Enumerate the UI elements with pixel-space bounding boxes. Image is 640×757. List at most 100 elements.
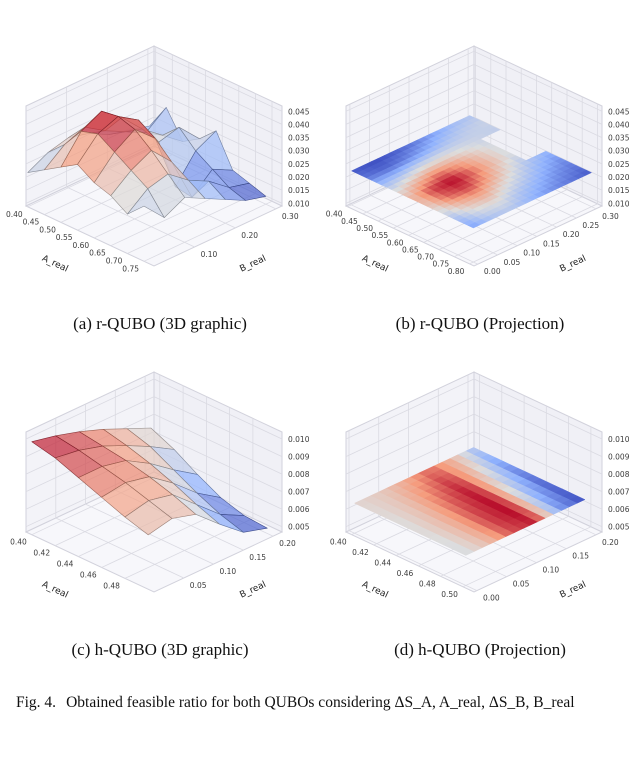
svg-text:0.44: 0.44 <box>57 560 74 569</box>
y-axis-label: B_real <box>238 580 267 601</box>
svg-text:0.20: 0.20 <box>279 539 296 548</box>
figure-caption-label: Fig. 4. <box>16 694 57 711</box>
svg-text:0.20: 0.20 <box>241 231 258 240</box>
figure-caption: Fig. 4. Obtained feasible ratio for both … <box>16 694 630 712</box>
svg-text:0.42: 0.42 <box>352 548 369 557</box>
svg-text:0.50: 0.50 <box>39 225 56 234</box>
svg-text:0.030: 0.030 <box>608 147 630 156</box>
surface-chart-c: 0.40 0.42 0.44 0.46 0.48 0.05 0.10 0.15 0.20 0.00… <box>10 371 310 601</box>
svg-text:0.45: 0.45 <box>341 217 358 226</box>
x-axis-label: A_real <box>360 580 389 601</box>
svg-text:0.025: 0.025 <box>288 160 310 169</box>
x-axis-label: A_real <box>360 254 389 275</box>
x-axis-label: A_real <box>40 254 69 275</box>
svg-text:0.006: 0.006 <box>288 505 310 514</box>
svg-text:0.30: 0.30 <box>602 212 619 221</box>
svg-text:0.50: 0.50 <box>441 590 458 599</box>
surface-plot-c: 0.40 0.42 0.44 0.46 0.48 0.05 0.10 0.15 0.20 0.00… <box>2 334 318 636</box>
svg-text:0.007: 0.007 <box>608 488 630 497</box>
svg-text:0.65: 0.65 <box>402 245 419 254</box>
subfigure-caption-d: (d) h-QUBO (Projection) <box>394 640 566 659</box>
svg-text:0.035: 0.035 <box>608 134 630 143</box>
tick-labels: 0.40 0.42 0.44 0.46 0.48 0.50 0.00 0.05 0.10 0.15… <box>330 435 630 603</box>
svg-text:0.40: 0.40 <box>6 210 23 219</box>
svg-text:0.40: 0.40 <box>10 538 27 547</box>
figure-caption-text: Obtained feasible ratio for both QUBOs c… <box>66 694 575 711</box>
tick-labels: 0.400.450.500.550.600.650.700.75 0.10 0.20… <box>6 107 310 273</box>
y-axis-label: B_real <box>558 580 587 601</box>
surface-chart-b: 0.400.450.500.550.600.650.700.750.80 0.00… <box>326 45 630 276</box>
svg-text:0.50: 0.50 <box>356 224 373 233</box>
svg-text:0.00: 0.00 <box>484 267 501 276</box>
svg-text:0.20: 0.20 <box>602 538 619 547</box>
svg-text:0.007: 0.007 <box>288 488 310 497</box>
svg-text:0.40: 0.40 <box>330 538 347 547</box>
subfigure-caption-b: (b) r-QUBO (Projection) <box>395 314 565 333</box>
surface-plot-a: 0.40 0.45 0.50 0.55 0.60 0.65 0.70 0.75 0.10 0.20… <box>2 8 318 310</box>
svg-text:0.10: 0.10 <box>523 249 540 258</box>
svg-text:0.10: 0.10 <box>201 250 218 259</box>
svg-text:0.040: 0.040 <box>608 120 630 129</box>
svg-text:0.030: 0.030 <box>288 147 310 156</box>
svg-text:0.035: 0.035 <box>288 134 310 143</box>
y-axis-label: B_real <box>238 254 267 275</box>
svg-text:0.040: 0.040 <box>288 120 310 129</box>
surface-chart-d: 0.40 0.42 0.44 0.46 0.48 0.50 0.00 0.05 0.10 0.15… <box>330 371 630 603</box>
svg-text:0.60: 0.60 <box>72 241 89 250</box>
svg-text:0.75: 0.75 <box>122 264 139 273</box>
svg-text:0.010: 0.010 <box>608 199 630 208</box>
tick-labels: 0.400.450.500.550.600.650.700.750.80 0.00… <box>326 107 630 276</box>
svg-text:0.48: 0.48 <box>419 579 436 588</box>
svg-text:0.010: 0.010 <box>608 435 630 444</box>
surface-chart-a: 0.400.450.500.550.600.650.700.75 0.10 0.20… <box>6 45 310 275</box>
svg-text:0.42: 0.42 <box>33 549 50 558</box>
subfigure-a: 0.40 0.45 0.50 0.55 0.60 0.65 0.70 0.75 0.10 0.20… <box>0 8 320 334</box>
svg-text:0.15: 0.15 <box>572 552 589 561</box>
svg-text:0.020: 0.020 <box>608 173 630 182</box>
x-axis-label: A_real <box>40 580 69 601</box>
svg-text:0.70: 0.70 <box>106 257 123 266</box>
svg-text:0.80: 0.80 <box>448 267 465 276</box>
svg-text:0.30: 0.30 <box>282 212 299 221</box>
svg-text:0.44: 0.44 <box>374 559 391 568</box>
svg-text:0.60: 0.60 <box>387 238 404 247</box>
tick-labels: 0.40 0.42 0.44 0.46 0.48 0.05 0.10 0.15 0.20 0.00… <box>10 435 310 590</box>
figure-grid: 0.40 0.45 0.50 0.55 0.60 0.65 0.70 0.75 0.10 0.20… <box>0 8 640 660</box>
svg-text:0.05: 0.05 <box>513 580 530 589</box>
y-axis-label: B_real <box>558 254 587 275</box>
svg-text:0.46: 0.46 <box>397 569 414 578</box>
surface-mesh <box>31 427 268 536</box>
svg-text:0.00: 0.00 <box>483 594 500 603</box>
subfigure-caption-a: (a) r-QUBO (3D graphic) <box>73 314 247 333</box>
svg-text:0.10: 0.10 <box>220 567 237 576</box>
surface-mesh <box>354 447 586 556</box>
subfigure-b: 0.40 0.45 0.50 0.55 0.60 0.65 0.70 0.75 0.80 0.00… <box>320 8 640 334</box>
svg-text:0.55: 0.55 <box>371 231 388 240</box>
svg-text:0.008: 0.008 <box>608 470 630 479</box>
svg-text:0.045: 0.045 <box>608 107 630 116</box>
svg-text:0.65: 0.65 <box>89 249 106 258</box>
svg-text:0.045: 0.045 <box>288 107 310 116</box>
svg-text:0.025: 0.025 <box>608 160 630 169</box>
svg-text:0.15: 0.15 <box>543 240 560 249</box>
svg-text:0.10: 0.10 <box>543 566 560 575</box>
svg-text:0.48: 0.48 <box>103 581 120 590</box>
svg-text:0.20: 0.20 <box>563 230 580 239</box>
svg-text:0.009: 0.009 <box>608 453 630 462</box>
svg-text:0.009: 0.009 <box>288 453 310 462</box>
svg-text:0.020: 0.020 <box>288 173 310 182</box>
svg-text:0.05: 0.05 <box>504 258 521 267</box>
svg-text:0.005: 0.005 <box>288 523 310 532</box>
surface-plot-d: 0.40 0.42 0.44 0.46 0.48 0.50 0.00 0.05 0.10 0.15… <box>322 334 638 636</box>
subfigure-d: 0.40 0.42 0.44 0.46 0.48 0.50 0.00 0.05 0.10 0.15… <box>320 334 640 660</box>
surface-plot-b: 0.40 0.45 0.50 0.55 0.60 0.65 0.70 0.75 0.80 0.00… <box>322 8 638 310</box>
svg-text:0.55: 0.55 <box>56 233 73 242</box>
subfigure-c: 0.40 0.42 0.44 0.46 0.48 0.05 0.10 0.15 0.20 0.00… <box>0 334 320 660</box>
svg-text:0.015: 0.015 <box>288 186 310 195</box>
svg-text:0.005: 0.005 <box>608 523 630 532</box>
svg-text:0.46: 0.46 <box>80 571 97 580</box>
svg-text:0.70: 0.70 <box>417 253 434 262</box>
svg-text:0.05: 0.05 <box>190 581 207 590</box>
subfigure-caption-c: (c) h-QUBO (3D graphic) <box>71 640 249 659</box>
